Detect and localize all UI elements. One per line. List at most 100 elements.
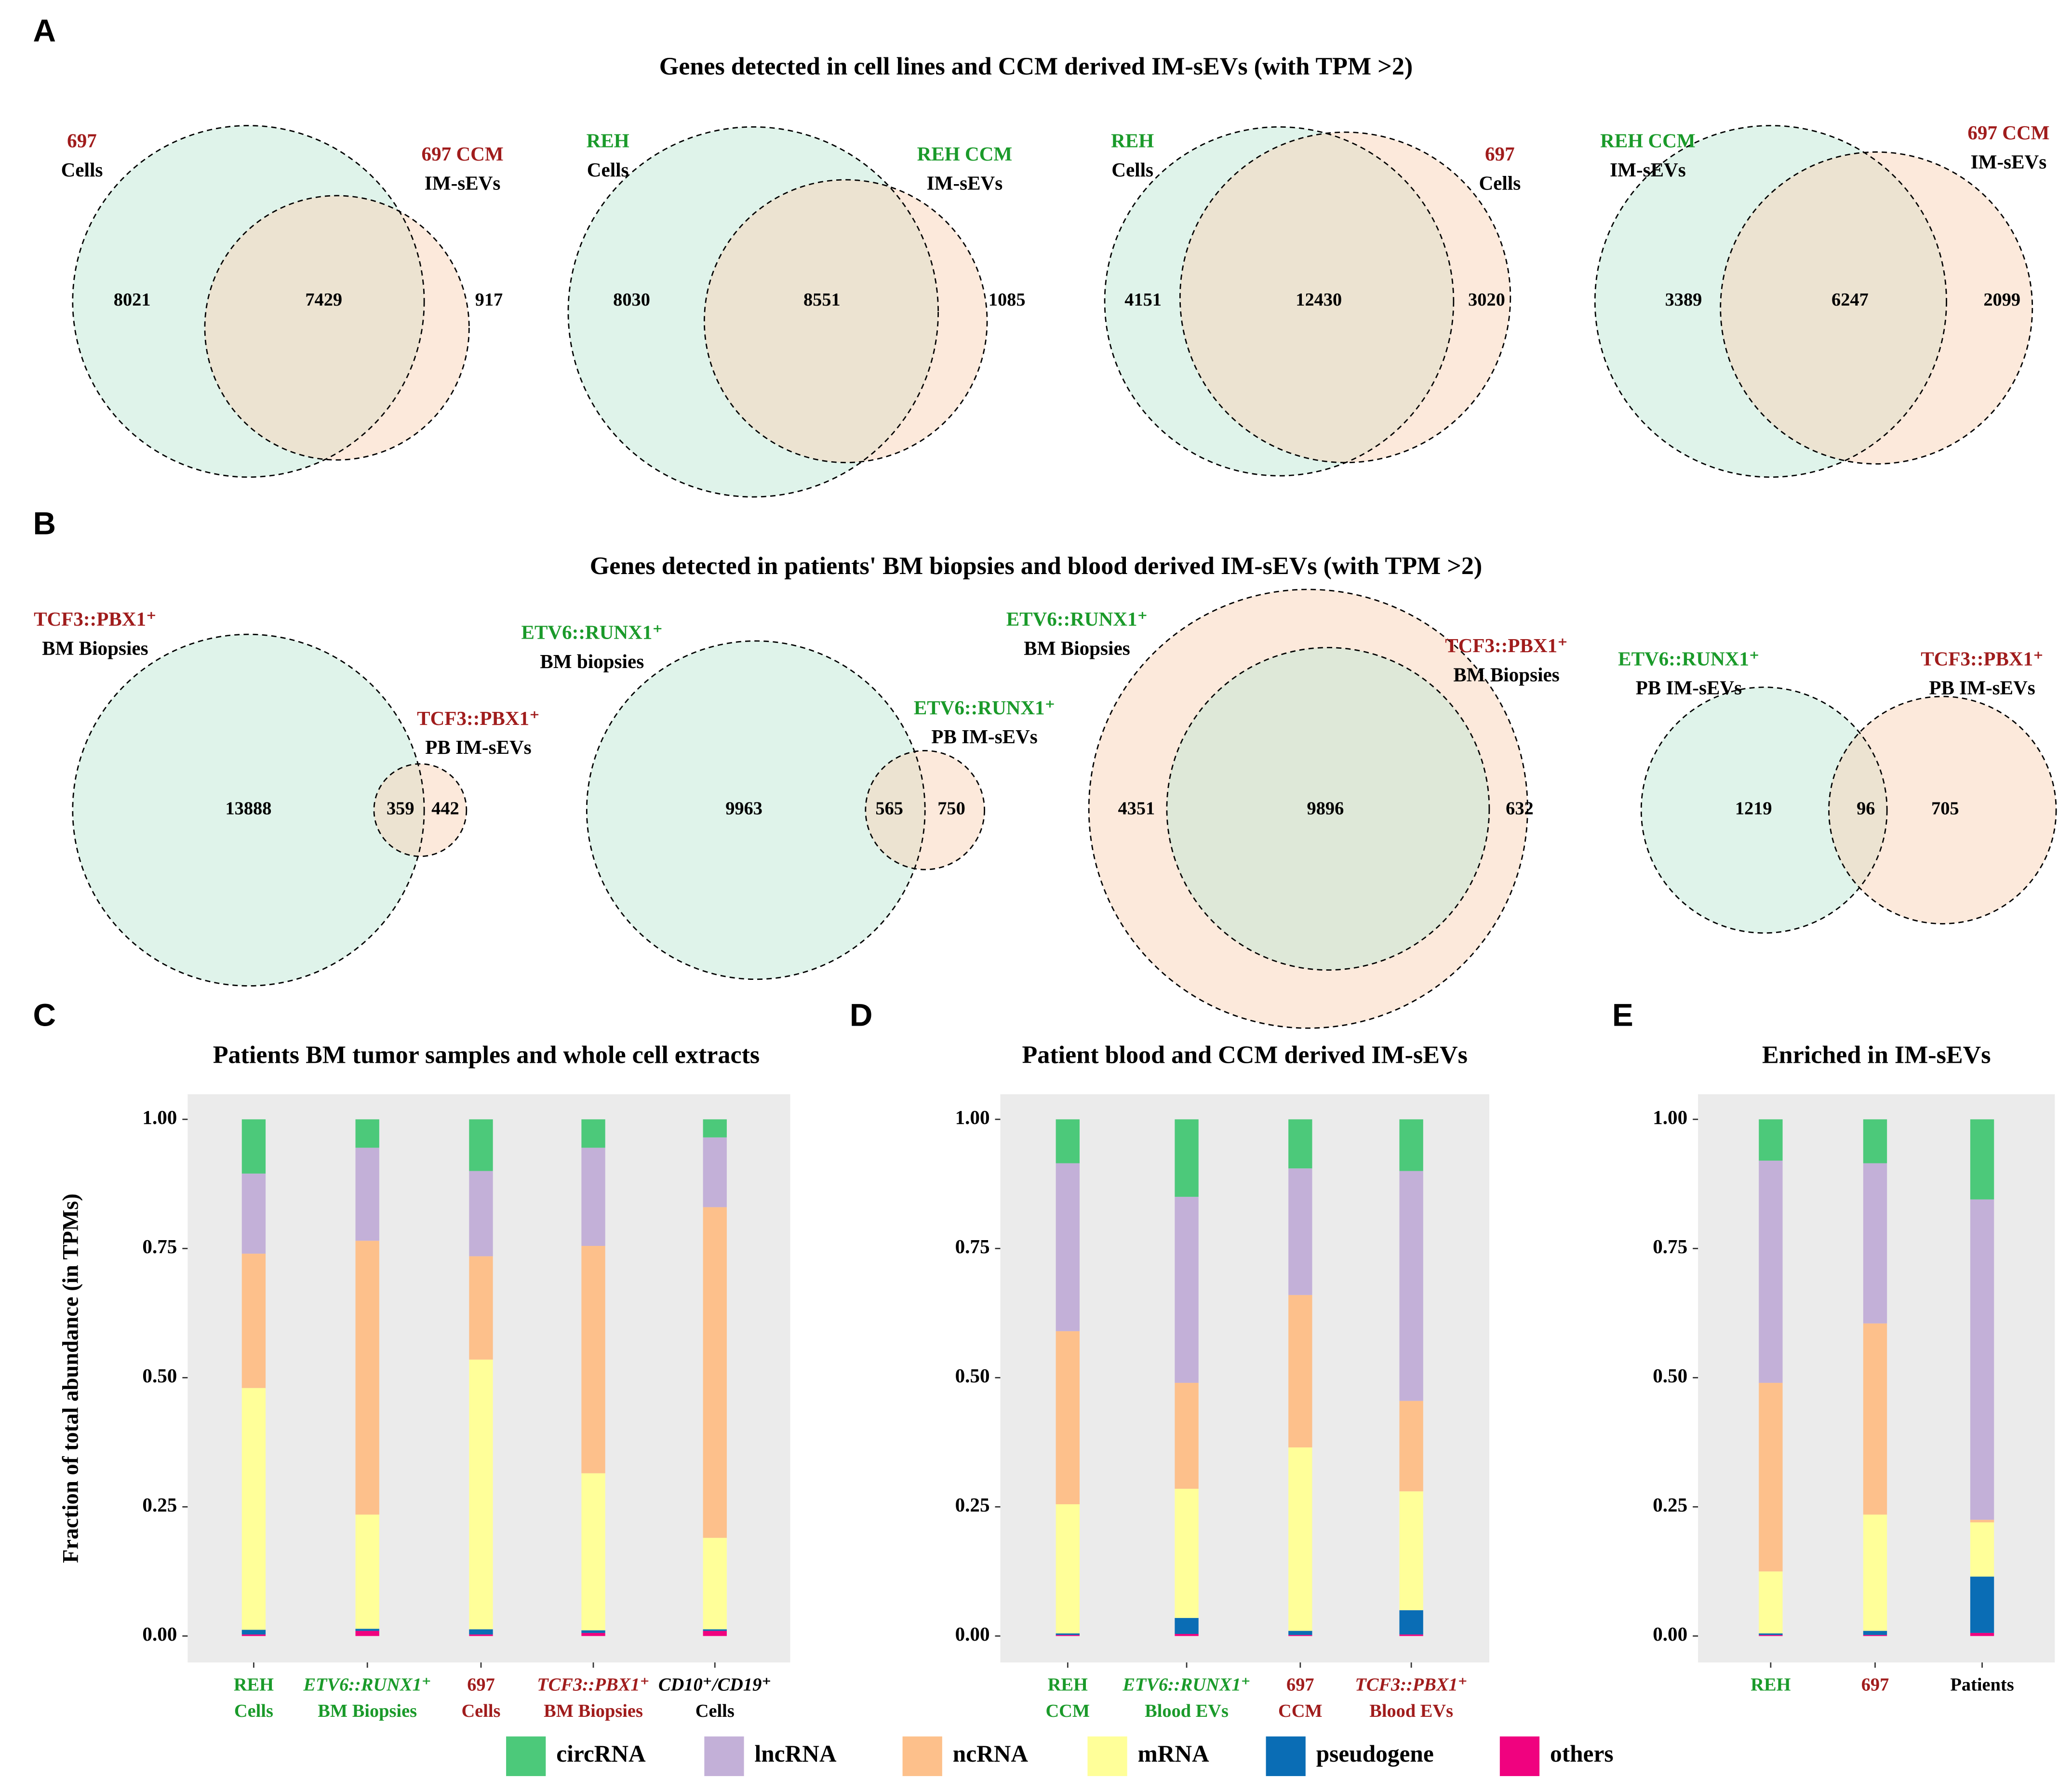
bar-segment — [1970, 1632, 1994, 1636]
venn-circle — [704, 179, 988, 463]
y-axis-label: Fraction of total abundance (in TPMs) — [58, 1193, 83, 1563]
x-tick-label: CCM — [1278, 1701, 1323, 1721]
venn-circle — [1166, 647, 1489, 970]
venn-circle — [865, 750, 985, 870]
legend-key — [506, 1736, 546, 1776]
venn-outline — [1104, 126, 1455, 477]
venn-label: ETV6::RUNX1⁺ — [1006, 608, 1148, 630]
venn-label: ETV6::RUNX1⁺ — [1618, 647, 1759, 669]
venn-label: ETV6::RUNX1⁺ — [521, 621, 663, 643]
x-tick-label: TCF3::PBX1⁺ — [537, 1674, 649, 1695]
venn-count: 705 — [1931, 799, 1959, 819]
bar-segment — [1056, 1119, 1080, 1163]
venn-count: 7429 — [305, 290, 342, 310]
bar-segment — [355, 1631, 379, 1636]
bar-segment — [1399, 1401, 1423, 1492]
bar-segment — [241, 1388, 266, 1630]
bar-segment — [1288, 1631, 1312, 1635]
venn-label: IM-sEVs — [425, 172, 501, 194]
bar-segment — [241, 1630, 266, 1635]
bar-segment — [581, 1632, 605, 1636]
venn-count: 1219 — [1735, 799, 1772, 819]
venn-outline — [1828, 695, 2057, 924]
bar-segment — [1175, 1383, 1199, 1489]
venn-label: BM biopsies — [540, 650, 644, 672]
legend-key — [704, 1736, 744, 1776]
panel-letter: A — [33, 13, 56, 48]
venn-outline — [703, 179, 988, 464]
bar-segment — [703, 1119, 727, 1137]
legend-label: mRNA — [1138, 1740, 1209, 1767]
panel-title: Genes detected in cell lines and CCM der… — [659, 53, 1413, 80]
x-tick-label: CCM — [1045, 1701, 1090, 1721]
bar-segment — [703, 1137, 727, 1207]
bar-segment — [1399, 1610, 1423, 1635]
panel-title: Genes detected in patients' BM biopsies … — [590, 552, 1483, 580]
bar-segment — [1759, 1571, 1783, 1633]
legend-label: lncRNA — [755, 1740, 837, 1767]
venn-count: 6247 — [1831, 290, 1869, 310]
y-tick-label: 1.00 — [955, 1106, 990, 1128]
venn-label: BM Biopsies — [42, 637, 148, 659]
venn-label: IM-sEVs — [927, 172, 1003, 194]
venn-outline — [373, 763, 468, 857]
x-tick-label: Blood EVs — [1145, 1701, 1229, 1721]
bar-segment — [1863, 1119, 1887, 1163]
y-tick-label: 0.25 — [1653, 1494, 1687, 1516]
bar-segment — [1175, 1634, 1199, 1636]
venn-label: Cells — [1479, 172, 1521, 194]
bar-segment — [241, 1119, 266, 1174]
bar-segment — [1399, 1119, 1423, 1171]
legend-key — [1266, 1736, 1306, 1776]
venn-outline — [865, 750, 985, 870]
y-tick-label: 0.75 — [955, 1235, 990, 1257]
venn-outline — [204, 195, 470, 461]
venn-label: Cells — [587, 159, 629, 181]
venn-count: 12430 — [1296, 290, 1342, 310]
x-tick-label: BM Biopsies — [318, 1701, 417, 1721]
venn-label: PB IM-sEVs — [931, 725, 1037, 748]
panel-title: Enriched in IM-sEVs — [1762, 1041, 1991, 1069]
venn-count: 13888 — [225, 799, 271, 819]
x-tick-label: Cells — [695, 1701, 735, 1721]
venn-label: REH — [1111, 130, 1154, 152]
bar-segment — [1970, 1522, 1994, 1577]
bar-segment — [1759, 1119, 1783, 1161]
bar-segment — [355, 1514, 379, 1629]
venn-label: TCF3::PBX1⁺ — [1921, 647, 2044, 669]
venn-outline — [1594, 125, 1947, 478]
venn-label: Cells — [1111, 159, 1153, 181]
venn-label: 697 CCM — [1967, 121, 2049, 144]
venn-circle — [1180, 132, 1511, 463]
bar-segment — [581, 1119, 605, 1148]
y-tick-label: 0.50 — [1653, 1364, 1687, 1387]
bar-segment — [241, 1173, 266, 1254]
venn-label: REH CCM — [1600, 130, 1696, 152]
bar-segment — [469, 1171, 493, 1257]
venn-count: 359 — [387, 799, 414, 819]
bar-segment — [1970, 1199, 1994, 1520]
venn-label: PB IM-sEVs — [1929, 677, 2035, 699]
venn-count: 3020 — [1468, 290, 1505, 310]
bar-segment — [469, 1634, 493, 1636]
y-tick-label: 0.25 — [142, 1494, 177, 1516]
bar-segment — [1399, 1171, 1423, 1401]
venn-label: TCF3::PBX1⁺ — [1445, 634, 1568, 656]
legend-label: others — [1550, 1740, 1614, 1767]
y-tick-label: 1.00 — [1653, 1106, 1687, 1128]
bar-segment — [355, 1629, 379, 1631]
legend-key — [1087, 1736, 1127, 1776]
venn-count: 632 — [1506, 799, 1534, 819]
bar-segment — [1399, 1634, 1423, 1636]
venn-label: REH — [587, 130, 629, 152]
y-tick-label: 0.00 — [142, 1623, 177, 1645]
x-tick-label: CD10⁺/CD19⁺ — [658, 1674, 772, 1695]
venn-label: PB IM-sEVs — [425, 736, 531, 758]
venn-outline — [72, 125, 425, 478]
venn-label: TCF3::PBX1⁺ — [34, 608, 157, 630]
x-tick-label: ETV6::RUNX1⁺ — [1122, 1674, 1250, 1695]
panel-letter: E — [1612, 997, 1633, 1033]
venn-circle — [1641, 687, 1887, 933]
bar-segment — [1056, 1331, 1080, 1504]
